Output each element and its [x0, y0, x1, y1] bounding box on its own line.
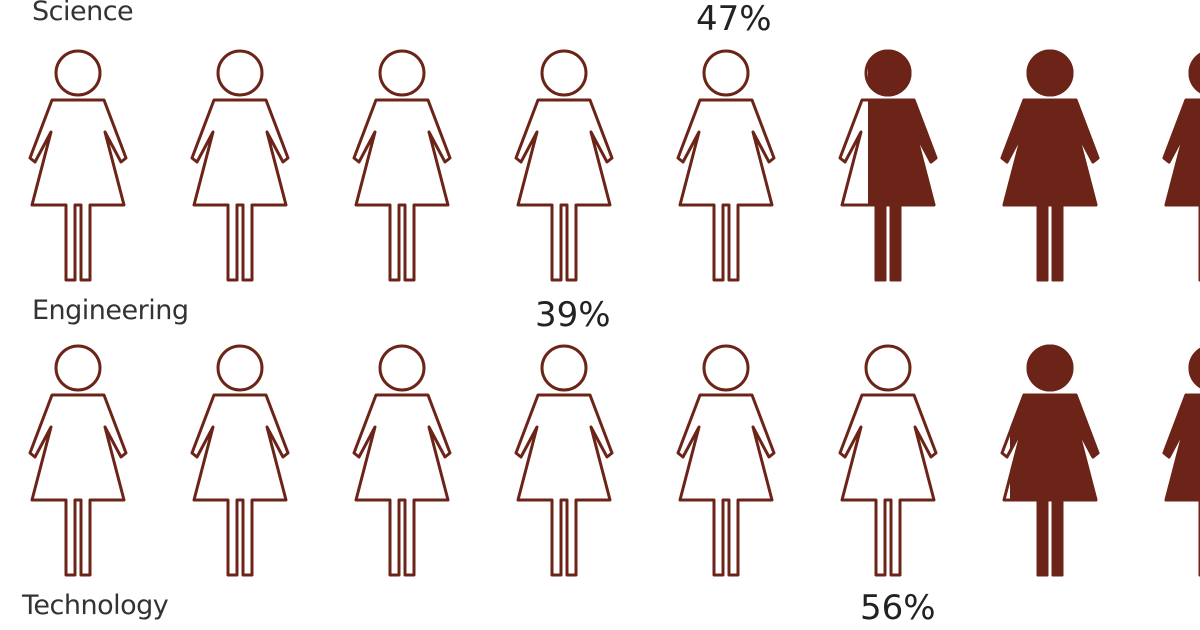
- percentage-engineering: 39%: [535, 295, 611, 335]
- person-figure-icon: [514, 49, 614, 282]
- row-label-science: Science: [32, 0, 134, 27]
- person-figure-icon: [190, 344, 290, 577]
- person-figure-icon: [1000, 344, 1100, 577]
- person-figure-icon: [838, 344, 938, 577]
- person-figure-icon: [28, 49, 128, 282]
- person-figure-icon: [190, 49, 290, 282]
- person-figure-icon: [676, 344, 776, 577]
- person-figure-icon: [514, 344, 614, 577]
- person-figure-icon: [28, 344, 128, 577]
- person-figure-icon: [1000, 49, 1100, 282]
- person-figure-icon: [352, 344, 452, 577]
- person-figure-icon: [1162, 347, 1200, 577]
- row-label-engineering: Engineering: [32, 295, 189, 326]
- percentage-science: 47%: [696, 0, 772, 39]
- person-figure-icon: [838, 49, 938, 282]
- row-label-technology: Technology: [22, 590, 169, 621]
- percentage-technology: 56%: [860, 588, 936, 628]
- person-figure-icon: [1162, 52, 1200, 282]
- person-figure-icon: [676, 49, 776, 282]
- person-figure-icon: [352, 49, 452, 282]
